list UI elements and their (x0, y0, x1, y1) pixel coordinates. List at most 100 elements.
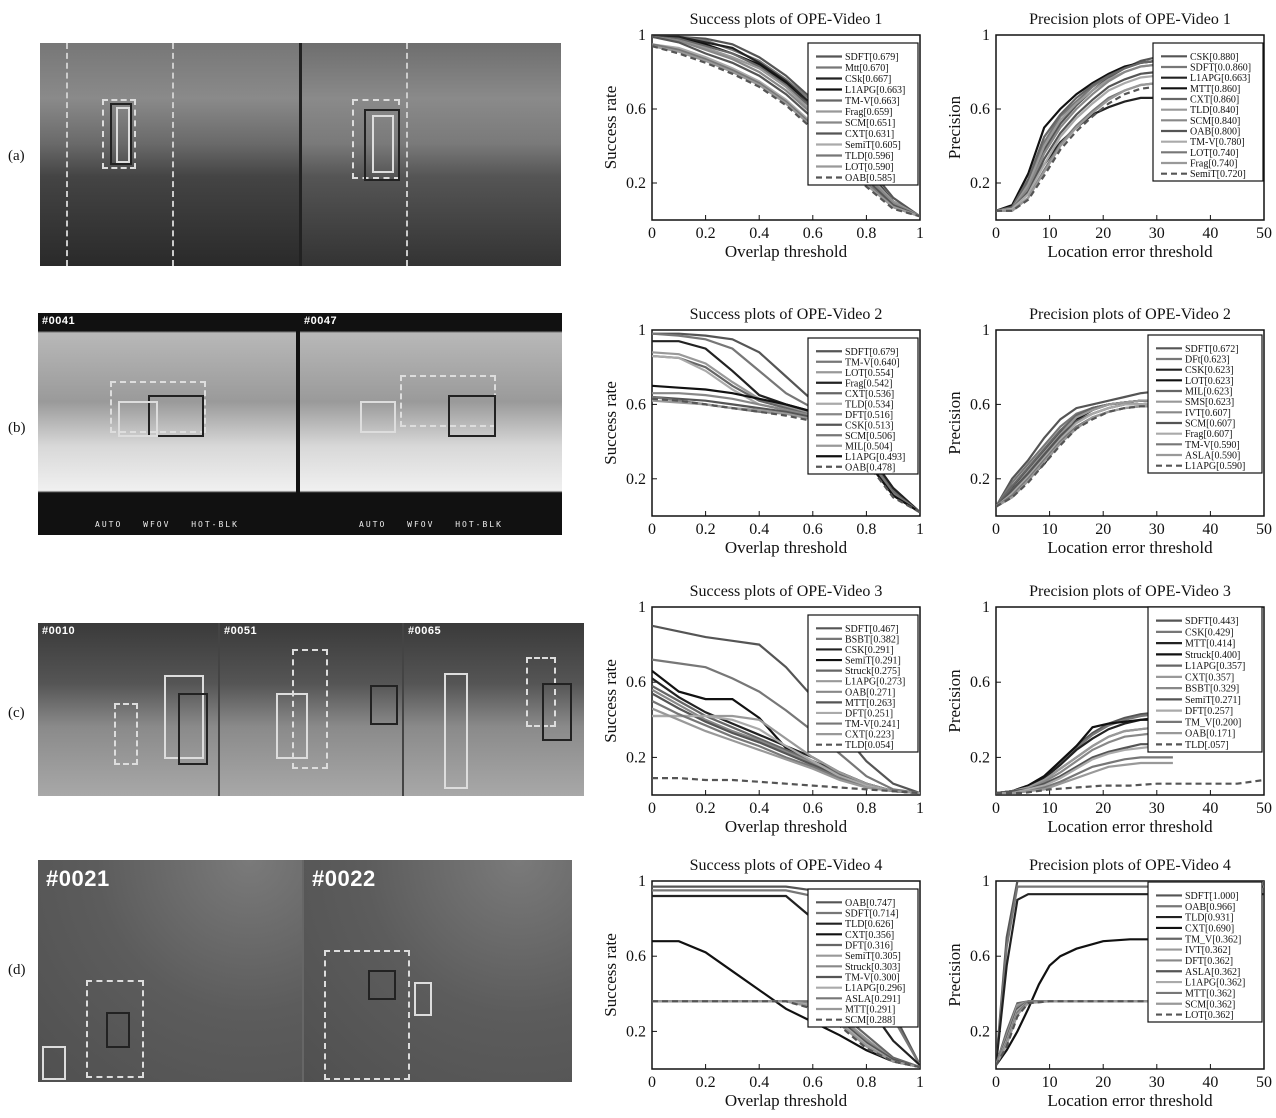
tracking-box (414, 982, 432, 1016)
legend-entry: LOT[0.623] (1185, 376, 1234, 387)
chart-8: Precision plots of OPE-Video 4 0 10 20 30 40 5… (945, 857, 1272, 1110)
y-axis-label: Precision (945, 95, 964, 159)
legend-entry: SDFT[0.679] (845, 52, 899, 63)
plot-frame (651, 880, 921, 1070)
series-line (996, 713, 1173, 795)
chart-title: Precision plots of OPE-Video 2 (1029, 306, 1231, 323)
series-line (652, 707, 920, 795)
chart-2: Precision plots of OPE-Video 1 0 10 20 30 40 5… (945, 11, 1272, 261)
x-tick-label: 10 (1042, 1074, 1058, 1091)
video1-frame-1 (40, 43, 299, 266)
legend-entry: SDFT[0.0.860] (1190, 63, 1251, 74)
video4-frames: #0021 #0022 (38, 860, 572, 1082)
legend-entry: TLD[0.931] (1185, 913, 1234, 924)
chart-title: Precision plots of OPE-Video 4 (1029, 857, 1231, 874)
legend-entry: TM_V[0.200] (1185, 717, 1241, 728)
series-line (996, 85, 1173, 212)
legend-entry: TLD[0.534] (845, 399, 894, 410)
legend-entry: DFT[0.516] (845, 410, 893, 421)
legend-entry: DFT[0.257] (1185, 706, 1233, 717)
tracking-box (542, 683, 572, 741)
x-tick-label: 30 (1149, 800, 1165, 817)
video2-frames: #0041 AUTO WFOV HOT-BLK #0047 AUTO WFOV … (38, 313, 562, 535)
x-tick-label: 0.6 (803, 521, 823, 538)
series-line (996, 405, 1173, 508)
legend-entry: DFT[0.316] (845, 941, 893, 952)
hud-overlay: AUTO WFOV HOT-BLK (95, 520, 239, 529)
series-line (996, 59, 1173, 212)
frame-number: #0021 (46, 866, 110, 891)
series-line (996, 778, 1264, 795)
legend-entry: SCM[0.607] (1185, 419, 1235, 430)
x-tick-label: 10 (1042, 521, 1058, 538)
legend-entry: L1APG[0.296] (845, 983, 905, 994)
legend-entry: L1APG[0.357] (1185, 661, 1245, 672)
x-tick-label: 10 (1042, 800, 1058, 817)
y-tick-label: 0.6 (626, 396, 646, 413)
legend: SDFT[1.000]OAB[0.966]TLD[0.931]CXT[0.690… (1147, 881, 1263, 1023)
y-axis-label: Success rate (601, 381, 620, 465)
legend-entry: TLD[0.626] (845, 919, 894, 930)
series-line (996, 726, 1173, 795)
series-line (996, 401, 1173, 508)
x-tick-label: 40 (1202, 800, 1218, 817)
series-group (996, 390, 1173, 508)
legend-entry: LOT[0.740] (1190, 148, 1239, 159)
row-label-c: (c) (8, 705, 25, 721)
series-line (996, 761, 1173, 795)
frame-number: #0022 (312, 866, 376, 891)
row-label-a: (a) (8, 148, 25, 164)
series-line (652, 45, 920, 218)
legend-entry: MTT[0.291] (845, 1005, 895, 1016)
frame-number: #0065 (408, 625, 442, 637)
legend-entry: ASLA[0.590] (1185, 451, 1240, 462)
video1-frame-2 (302, 43, 561, 266)
y-tick-label: 0.6 (970, 674, 990, 691)
y-tick-label: 0.2 (626, 175, 646, 192)
series-line (996, 82, 1173, 212)
x-tick-label: 0.6 (803, 800, 823, 817)
y-tick-label: 0.6 (970, 948, 990, 965)
x-tick-label: 30 (1149, 1074, 1165, 1091)
chart-title: Success plots of OPE-Video 1 (690, 11, 883, 28)
series-line (996, 881, 1264, 1066)
tracking-box (106, 1012, 130, 1048)
legend-entry: SCM[0.506] (845, 431, 895, 442)
plot-frame (651, 329, 921, 517)
tracking-box (444, 673, 468, 789)
x-tick-label: 0.2 (696, 1074, 716, 1091)
legend: SDFT[0.679]TM-V[0.640]LOT[0.554]Frag[0.5… (807, 337, 919, 475)
legend-entry: DFT[0.251] (845, 708, 893, 719)
x-tick-label: 0 (992, 521, 1000, 538)
tracking-box (370, 685, 398, 725)
x-tick-label: 0.2 (696, 521, 716, 538)
video2-frame-2: #0047 AUTO WFOV HOT-BLK (300, 313, 562, 535)
series-line (652, 624, 920, 795)
video3-frame-2: #0051 (220, 623, 402, 796)
x-tick-label: 40 (1202, 521, 1218, 538)
legend-entry: SCM[0.840] (1190, 116, 1240, 127)
legend-entry: Struck[0.303] (845, 962, 900, 973)
legend-entry: OAB[0.171] (1185, 729, 1235, 740)
y-tick-label: 1 (638, 599, 646, 616)
x-tick-label: 20 (1095, 521, 1111, 538)
legend-entry: TM-V[0.590] (1185, 440, 1240, 451)
legend-entry: CSK[0.429] (1185, 627, 1234, 638)
legend-entry: CSK[0.880] (1190, 52, 1239, 63)
legend-entry: TM-V[0.640] (845, 357, 900, 368)
legend-entry: Frag[0.607] (1185, 429, 1233, 440)
legend-entry: TM_V[0.362] (1185, 934, 1241, 945)
tracking-box (148, 395, 204, 437)
legend-entry: OAB[0.478] (845, 462, 895, 473)
x-tick-label: 20 (1095, 225, 1111, 242)
tracking-box (110, 103, 132, 165)
legend-entry: SMS[0.623] (1185, 397, 1234, 408)
y-axis-label: Precision (945, 669, 964, 733)
legend-entry: ASLA[0.291] (845, 994, 900, 1005)
legend-entry: L1APG[0.493] (845, 452, 905, 463)
legend-entry: SDFT[0.672] (1185, 344, 1239, 355)
chart-7: Success plots of OPE-Video 4 0 0.2 0.4 0.6 0.… (601, 857, 924, 1110)
plot-frame (995, 34, 1265, 221)
frame-number: #0051 (224, 625, 258, 637)
y-tick-label: 0.2 (626, 1023, 646, 1040)
